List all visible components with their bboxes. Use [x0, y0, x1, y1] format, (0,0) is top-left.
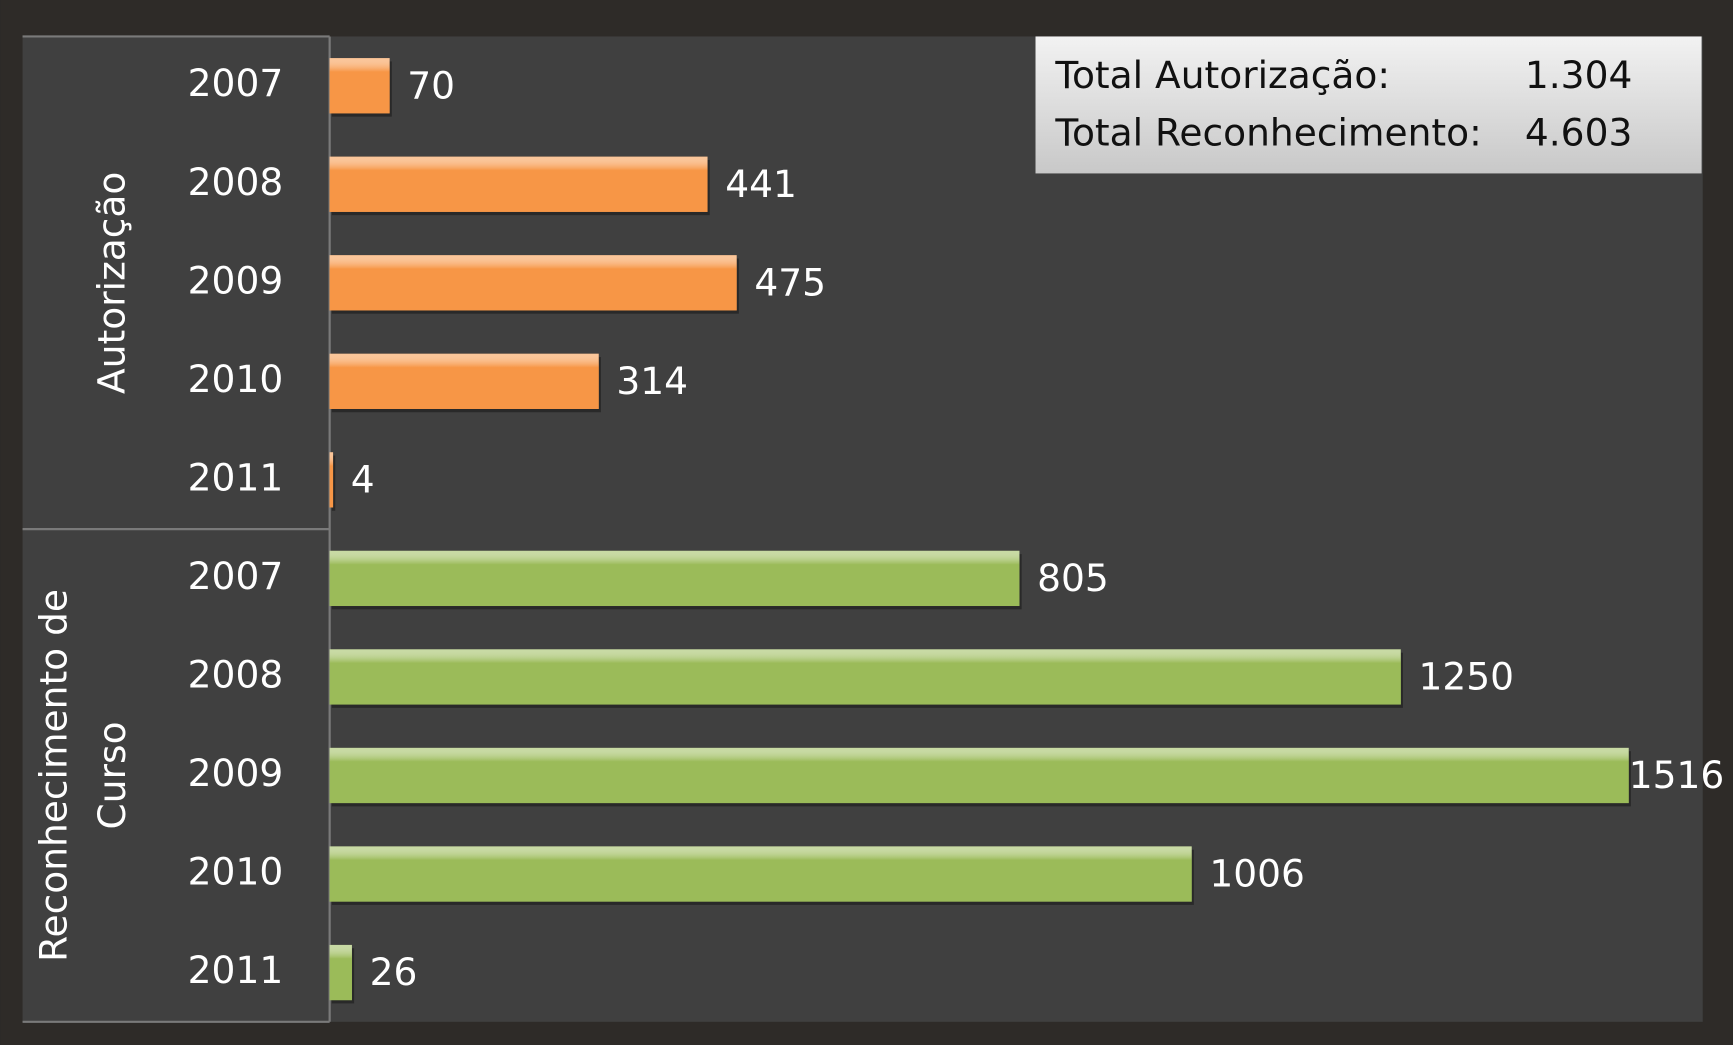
bar-highlight: [329, 452, 334, 508]
totals-box: [1035, 36, 1702, 174]
group-label: Autorização: [90, 172, 134, 394]
value-label: 314: [616, 359, 688, 403]
y-tick-label: 2008: [188, 160, 284, 204]
bar-highlight: [329, 550, 1020, 607]
value-label: 26: [370, 950, 418, 994]
bar-highlight: [329, 944, 352, 1001]
y-tick-label: 2008: [188, 652, 284, 696]
value-label: 475: [754, 261, 826, 305]
y-tick-label: 2007: [188, 61, 284, 105]
bar-highlight: [329, 747, 1629, 804]
bar-highlight: [329, 156, 708, 212]
y-tick-label: 2011: [188, 455, 284, 499]
total-label: Total Reconhecimento:: [1054, 110, 1481, 154]
value-label: 70: [407, 63, 455, 107]
value-label: 4: [351, 458, 375, 502]
bar-highlight: [329, 649, 1401, 705]
bar-highlight: [329, 58, 390, 114]
bar-highlight: [329, 255, 737, 311]
group-label: Reconhecimento de Curso: [31, 589, 134, 962]
value-label: 441: [725, 162, 797, 206]
bar-highlight: [329, 353, 599, 409]
value-label: 1006: [1209, 852, 1305, 896]
value-label: 1516: [1629, 753, 1725, 797]
total-value: 4.603: [1525, 110, 1633, 154]
value-label: 1250: [1418, 655, 1514, 699]
y-tick-label: 2007: [188, 554, 284, 598]
y-tick-label: 2011: [188, 948, 284, 992]
total-value: 1.304: [1525, 53, 1633, 97]
bar-highlight: [329, 846, 1192, 902]
y-tick-label: 2009: [188, 751, 284, 795]
y-tick-label: 2010: [188, 850, 284, 894]
y-tick-label: 2009: [188, 258, 284, 302]
bar-shadow: [331, 455, 336, 511]
total-label: Total Autorização:: [1054, 53, 1390, 97]
y-tick-label: 2010: [188, 357, 284, 401]
value-label: 805: [1037, 556, 1109, 600]
